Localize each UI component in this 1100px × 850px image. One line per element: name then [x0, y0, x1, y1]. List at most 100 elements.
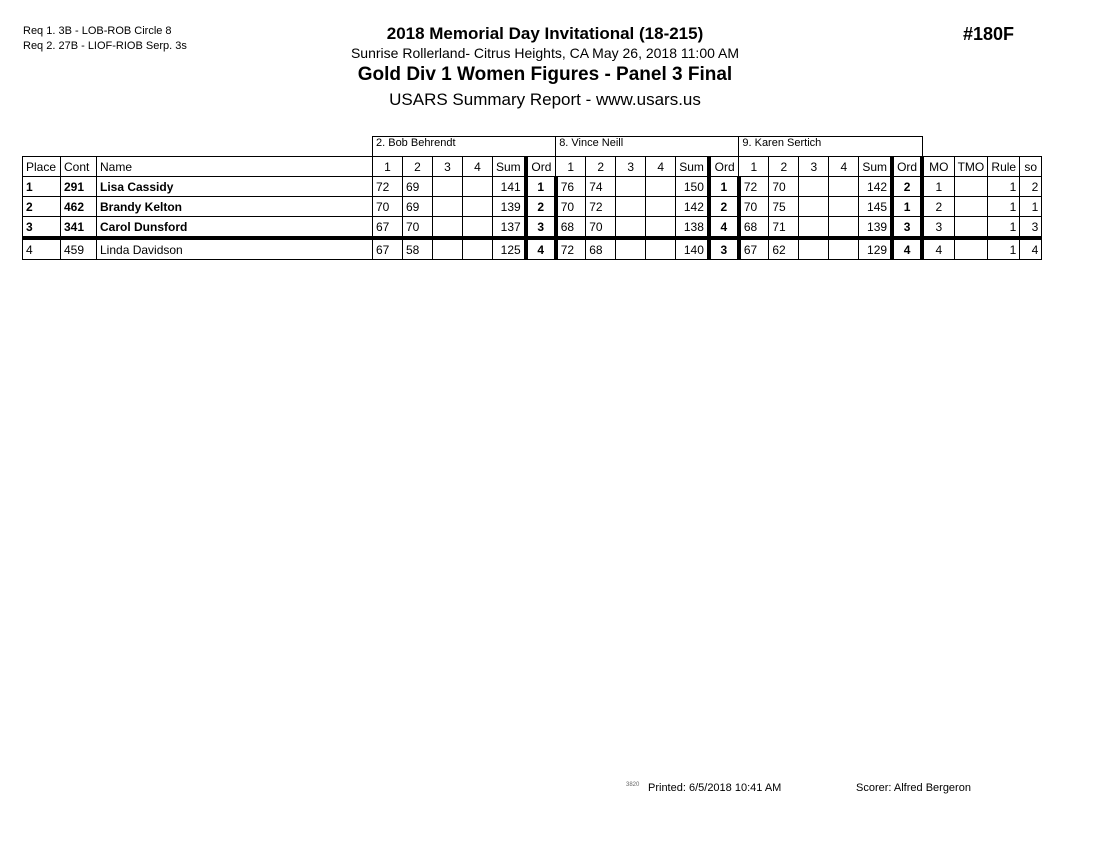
header-judge-col: Sum — [491, 156, 527, 177]
score-sum: 141 — [491, 176, 527, 197]
tmo — [953, 237, 989, 260]
header-judge-col: 4 — [462, 156, 493, 177]
judge-header-row: 2. Bob Behrendt 8. Vince Neill 9. Karen Se… — [23, 136, 1042, 157]
so: 2 — [1019, 176, 1043, 197]
score-sum: 140 — [675, 237, 710, 260]
header-rule: Rule — [987, 156, 1021, 177]
score — [645, 237, 677, 260]
table-row: 3 341 Carol Dunsford 67 70 137 3 68 70 138 4 68 71 13… — [22, 216, 1043, 240]
score — [432, 196, 463, 217]
header-judge-col: 1 — [555, 156, 587, 177]
judge-name: 2. Bob Behrendt — [371, 136, 557, 157]
score-sum: 139 — [491, 196, 527, 217]
score — [462, 216, 493, 240]
score: 69 — [402, 196, 433, 217]
rule: 1 — [987, 176, 1021, 197]
score: 68 — [553, 216, 587, 240]
place: 4 — [22, 237, 61, 260]
header-judge-col: 2 — [768, 156, 800, 177]
tmo — [953, 176, 989, 197]
ordinal: 1 — [706, 176, 740, 197]
score — [798, 216, 830, 240]
score — [798, 176, 830, 197]
header-judge-col: Ord — [706, 156, 740, 177]
so: 3 — [1019, 216, 1043, 240]
ordinal: 2 — [523, 196, 557, 217]
score-sum: 125 — [491, 237, 527, 260]
ordinal: 3 — [706, 237, 740, 260]
mo: 3 — [920, 216, 955, 240]
score — [645, 216, 677, 240]
score: 76 — [553, 176, 587, 197]
score: 71 — [768, 216, 800, 240]
score — [462, 196, 493, 217]
score: 67 — [372, 237, 403, 260]
skater-name: Lisa Cassidy — [96, 176, 373, 197]
header-place: Place — [22, 156, 61, 177]
rule: 1 — [987, 196, 1021, 217]
event-number: #180F — [963, 24, 1015, 44]
so: 4 — [1019, 237, 1043, 260]
ordinal: 1 — [890, 196, 923, 217]
ordinal: 1 — [523, 176, 557, 197]
score: 69 — [402, 176, 433, 197]
score — [645, 176, 677, 197]
header-judge-col: 1 — [738, 156, 770, 177]
requirement-1: Req 1. 3B - LOB-ROB Circle 8 — [23, 25, 172, 37]
score — [828, 216, 860, 240]
place: 2 — [22, 196, 61, 217]
printed-timestamp: Printed: 6/5/2018 10:41 AM — [648, 782, 782, 794]
ordinal: 3 — [890, 216, 923, 240]
score — [828, 196, 860, 217]
scorer: Scorer: Alfred Bergeron — [856, 782, 971, 794]
header-judge-col: Sum — [858, 156, 893, 177]
header-judge-col: 3 — [798, 156, 830, 177]
score-sum: 145 — [858, 196, 893, 217]
footer-code: 3820 — [626, 782, 640, 788]
score: 72 — [736, 176, 770, 197]
mo: 2 — [920, 196, 955, 217]
contestant-number: 341 — [60, 216, 97, 240]
score: 67 — [736, 237, 770, 260]
header-judge-col: Sum — [675, 156, 710, 177]
score — [645, 196, 677, 217]
header-judge-col: 3 — [432, 156, 463, 177]
report-title: USARS Summary Report - www.usars.us — [389, 90, 701, 109]
venue-date: Sunrise Rollerland- Citrus Heights, CA M… — [350, 45, 740, 61]
score: 74 — [585, 176, 617, 197]
score: 70 — [402, 216, 433, 240]
score — [432, 176, 463, 197]
score-sum: 138 — [675, 216, 710, 240]
header-name: Name — [96, 156, 373, 177]
header-judge-col: 2 — [402, 156, 433, 177]
contestant-number: 291 — [60, 176, 97, 197]
score: 70 — [553, 196, 587, 217]
score-sum: 142 — [675, 196, 710, 217]
header-judge-col: Ord — [523, 156, 557, 177]
score — [615, 196, 647, 217]
ordinal: 2 — [706, 196, 740, 217]
score: 70 — [585, 216, 617, 240]
score-sum: 129 — [858, 237, 893, 260]
judge-name: 8. Vince Neill — [555, 136, 740, 157]
score: 72 — [553, 237, 587, 260]
score — [462, 237, 493, 260]
event-title: Gold Div 1 Women Figures - Panel 3 Final — [357, 64, 733, 85]
ordinal: 4 — [523, 237, 557, 260]
header-judge-col: Ord — [890, 156, 923, 177]
rule: 1 — [987, 237, 1021, 260]
judge-name: 9. Karen Sertich — [738, 136, 923, 157]
skater-name: Brandy Kelton — [96, 196, 373, 217]
table-row: 1 291 Lisa Cassidy 72 69 141 1 76 74 150 1 72 70 142 2… — [22, 176, 1043, 197]
rule: 1 — [987, 216, 1021, 240]
score: 72 — [585, 196, 617, 217]
spacer — [23, 137, 373, 157]
score — [432, 237, 463, 260]
header-judge-col: 4 — [645, 156, 677, 177]
tmo — [953, 196, 989, 217]
ordinal: 3 — [523, 216, 557, 240]
header-tmo: TMO — [953, 156, 989, 177]
table-row: 4 459 Linda Davidson 67 58 125 4 72 68 140 3 67 62 12… — [22, 237, 1043, 260]
score — [615, 216, 647, 240]
